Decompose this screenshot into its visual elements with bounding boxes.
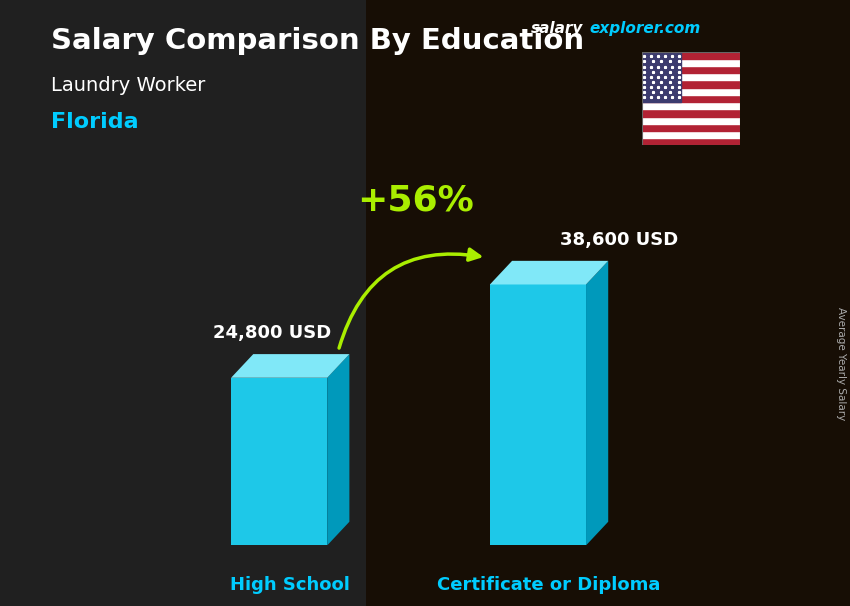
FancyBboxPatch shape [0, 0, 408, 606]
Text: salary: salary [531, 21, 584, 36]
Text: 24,800 USD: 24,800 USD [212, 324, 331, 342]
Text: Laundry Worker: Laundry Worker [51, 76, 206, 95]
Bar [642, 109, 740, 116]
Bar [642, 52, 740, 59]
Bar [642, 88, 740, 95]
Bar [642, 73, 740, 81]
Text: +56%: +56% [358, 183, 474, 217]
Polygon shape [586, 261, 609, 545]
Bar [642, 131, 740, 138]
FancyBboxPatch shape [366, 0, 850, 606]
Bar [642, 81, 740, 88]
Bar [642, 124, 740, 131]
Text: 38,600 USD: 38,600 USD [560, 231, 678, 248]
Polygon shape [490, 261, 609, 284]
Text: Certificate or Diploma: Certificate or Diploma [438, 576, 660, 594]
Bar [642, 59, 740, 66]
Bar [642, 95, 740, 102]
Polygon shape [231, 378, 327, 545]
Bar [642, 116, 740, 124]
Bar [642, 102, 740, 109]
Text: Salary Comparison By Education: Salary Comparison By Education [51, 27, 584, 55]
Bar [642, 52, 681, 102]
Text: Average Yearly Salary: Average Yearly Salary [836, 307, 846, 420]
Text: explorer.com: explorer.com [589, 21, 700, 36]
Text: Florida: Florida [51, 112, 139, 132]
Bar [642, 138, 740, 145]
Polygon shape [327, 354, 349, 545]
Polygon shape [231, 354, 349, 378]
Bar [642, 66, 740, 73]
Polygon shape [490, 284, 586, 545]
Text: High School: High School [230, 576, 350, 594]
